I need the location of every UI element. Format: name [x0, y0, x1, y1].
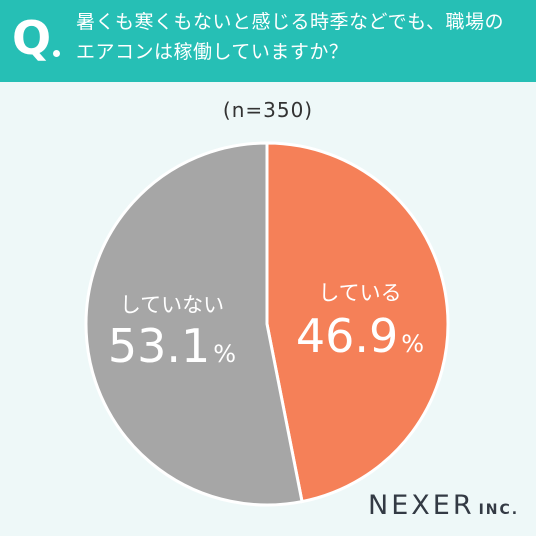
slice-label: していない	[120, 293, 224, 317]
slice-label: している	[318, 281, 401, 305]
brand-name: NEXER	[368, 490, 475, 521]
question-text: 暑くも寒くもないと感じる時季などでも、職場の エアコンは稼働していますか？	[76, 7, 526, 67]
sample-size: (n=350)	[222, 98, 314, 122]
brand-logo: NEXER INC.	[368, 490, 519, 521]
question-mark-dot	[53, 50, 60, 57]
slice-value: 46.9%	[296, 309, 424, 363]
question-line-2: エアコンは稼働していますか？	[76, 41, 349, 63]
question-mark: Q	[12, 11, 52, 65]
brand-suffix: INC.	[478, 502, 520, 518]
slice-shiteinai	[84, 141, 304, 507]
slice-shiteiru	[265, 141, 450, 504]
slice-value: 53.1%	[108, 319, 236, 373]
question-header: Q 暑くも寒くもないと感じる時季などでも、職場の エアコンは稼働していますか？	[0, 0, 536, 82]
question-line-1: 暑くも寒くもないと感じる時季などでも、職場の	[76, 11, 505, 33]
